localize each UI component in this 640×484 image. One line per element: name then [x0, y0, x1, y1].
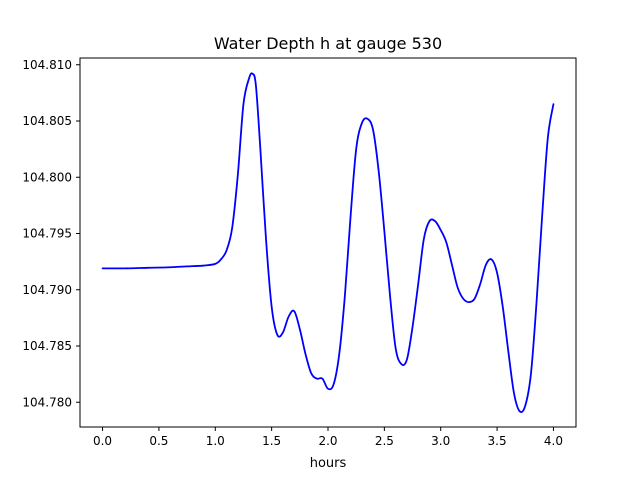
x-tick-label: 4.0: [544, 434, 563, 448]
x-axis-label: hours: [310, 456, 347, 471]
x-tick-label: 1.5: [262, 434, 281, 448]
y-tick-label: 104.800: [22, 170, 72, 184]
x-tick-label: 3.0: [431, 434, 450, 448]
y-tick-label: 104.790: [22, 283, 72, 297]
x-tick-label: 0.0: [93, 434, 112, 448]
x-axis: 0.0 0.5 1.0 1.5 2.0 2.5 3.0 3.5 4.0: [93, 427, 563, 448]
x-tick-label: 2.0: [318, 434, 337, 448]
y-tick-label: 104.795: [22, 227, 72, 241]
y-tick-label: 104.805: [22, 114, 72, 128]
x-tick-label: 1.0: [206, 434, 225, 448]
series-layer: [101, 72, 555, 414]
x-tick-label: 0.5: [149, 434, 168, 448]
y-axis: 104.780 104.785 104.790 104.795 104.800 104.8…: [22, 58, 80, 409]
series-line: [101, 72, 555, 414]
y-tick-label: 104.810: [22, 58, 72, 72]
chart-title: Water Depth h at gauge 530: [214, 34, 442, 53]
x-tick-label: 2.5: [375, 434, 394, 448]
y-tick-label: 104.785: [22, 339, 72, 353]
y-tick-label: 104.780: [22, 395, 72, 409]
x-tick-label: 3.5: [488, 434, 507, 448]
